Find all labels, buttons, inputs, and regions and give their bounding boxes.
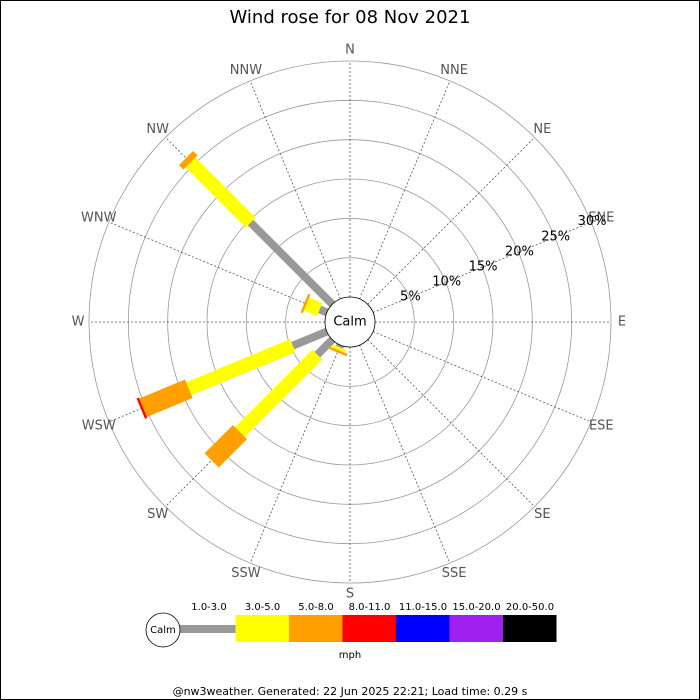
spoke — [367, 137, 535, 305]
direction-label: S — [346, 587, 354, 602]
direction-label: SSW — [231, 566, 261, 581]
legend-swatch — [503, 615, 557, 642]
rose-bar — [235, 349, 323, 437]
legend-swatch — [289, 615, 343, 642]
rose-bar — [291, 327, 329, 350]
spoke — [249, 80, 341, 300]
rose-bar — [185, 157, 256, 228]
grid-ring — [245, 217, 455, 427]
r-tick-label: 15% — [469, 259, 498, 274]
r-tick-label: 30% — [578, 214, 607, 229]
spoke — [372, 221, 592, 313]
legend-swatch — [449, 615, 503, 642]
rose-bar — [328, 346, 348, 357]
direction-label: SE — [534, 507, 550, 522]
direction-label: ENE — [588, 210, 614, 225]
rose-bar — [318, 305, 329, 317]
rose-bar — [136, 397, 148, 419]
spoke — [367, 339, 535, 507]
r-tick-label: 25% — [541, 229, 570, 244]
legend-label: 15.0-20.0 — [452, 602, 500, 613]
rose-bar — [300, 293, 311, 314]
spoke — [249, 344, 341, 564]
direction-label: NE — [533, 122, 551, 137]
rose-bar — [314, 336, 336, 358]
direction-label: WSW — [82, 419, 116, 434]
legend-calm-circle — [145, 612, 181, 648]
legend-label: 1.0-3.0 — [191, 602, 226, 613]
legend-label: 11.0-15.0 — [399, 602, 447, 613]
rose-bar — [139, 379, 193, 417]
rose-bar — [204, 424, 248, 468]
rose-bar — [335, 343, 345, 349]
grid-ring — [88, 60, 612, 584]
rose-bar — [331, 344, 346, 353]
calm-label: Calm — [333, 315, 366, 330]
legend-swatch — [235, 615, 289, 642]
r-tick-label: 20% — [505, 244, 534, 259]
legend-label: 20.0-50.0 — [506, 602, 554, 613]
spoke — [359, 80, 451, 300]
legend-unit: mph — [339, 650, 361, 661]
legend-label: 5.0-8.0 — [298, 602, 333, 613]
direction-label: NNE — [440, 63, 468, 78]
spoke — [372, 331, 592, 423]
legend-label: 8.0-11.0 — [349, 602, 391, 613]
direction-label: NNW — [230, 63, 262, 78]
rose-bar — [178, 150, 198, 170]
rose-bar — [247, 219, 336, 308]
grid-ring — [285, 257, 415, 387]
legend-label: 3.0-5.0 — [245, 602, 280, 613]
legend-swatch — [342, 615, 396, 642]
calm-circle — [324, 296, 376, 348]
legend-calm-label: Calm — [150, 625, 176, 636]
direction-label: ESE — [589, 419, 614, 434]
r-tick-label: 5% — [400, 289, 421, 304]
direction-label: E — [618, 315, 626, 330]
chart-title: Wind rose for 08 Nov 2021 — [230, 7, 471, 28]
rose-bar — [303, 297, 323, 316]
direction-label: NW — [146, 122, 169, 137]
direction-label: SSE — [442, 566, 467, 581]
legend-swatch — [396, 615, 450, 642]
r-tick-label: 10% — [432, 274, 461, 289]
direction-label: WNW — [81, 210, 117, 225]
spoke — [108, 221, 328, 313]
direction-label: N — [345, 43, 355, 58]
footer: @nw3weather. Generated: 22 Jun 2025 22:2… — [173, 685, 528, 698]
rose-bar — [186, 339, 296, 396]
spoke — [359, 344, 451, 564]
direction-label: W — [72, 315, 85, 330]
direction-label: SW — [147, 507, 168, 522]
